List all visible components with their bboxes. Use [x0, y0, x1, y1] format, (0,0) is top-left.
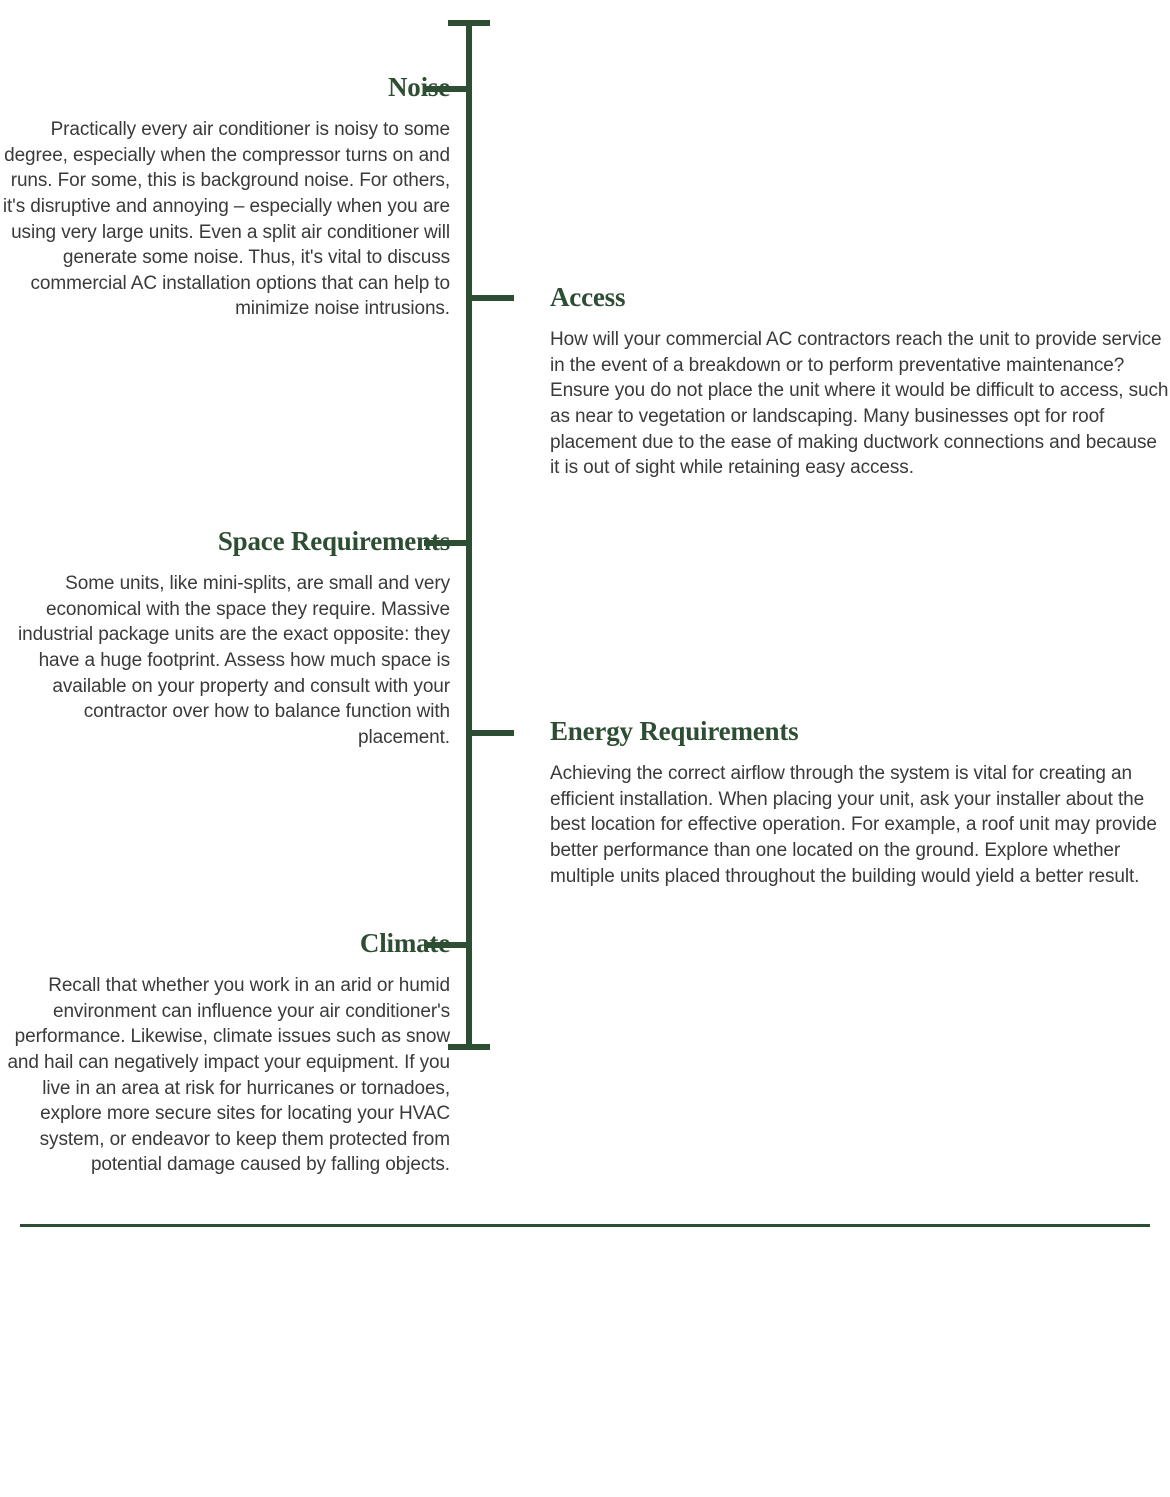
timeline-cap-bottom: [448, 1044, 490, 1050]
heading-energy: Energy Requirements: [550, 716, 1170, 747]
body-space: Some units, like mini-splits, are small …: [0, 571, 450, 750]
body-access: How will your commercial AC contractors …: [550, 327, 1170, 481]
heading-space: Space Requirements: [0, 526, 450, 557]
timeline-tick-access: [466, 295, 514, 301]
timeline-vertical-line: [466, 20, 472, 1050]
timeline-tick-energy: [466, 730, 514, 736]
heading-climate: Climate: [0, 928, 450, 959]
section-access: Access How will your commercial AC contr…: [550, 282, 1170, 481]
body-climate: Recall that whether you work in an arid …: [0, 973, 450, 1178]
heading-access: Access: [550, 282, 1170, 313]
bottom-divider: [20, 1224, 1150, 1227]
timeline-cap-top: [448, 20, 490, 26]
body-energy: Achieving the correct airflow through th…: [550, 761, 1170, 889]
section-noise: Noise Practically every air conditioner …: [0, 72, 450, 322]
heading-noise: Noise: [0, 72, 450, 103]
body-noise: Practically every air conditioner is noi…: [0, 117, 450, 322]
section-energy: Energy Requirements Achieving the correc…: [550, 716, 1170, 889]
section-climate: Climate Recall that whether you work in …: [0, 928, 450, 1178]
section-space: Space Requirements Some units, like mini…: [0, 526, 450, 750]
timeline-container: Noise Practically every air conditioner …: [0, 0, 1170, 1497]
